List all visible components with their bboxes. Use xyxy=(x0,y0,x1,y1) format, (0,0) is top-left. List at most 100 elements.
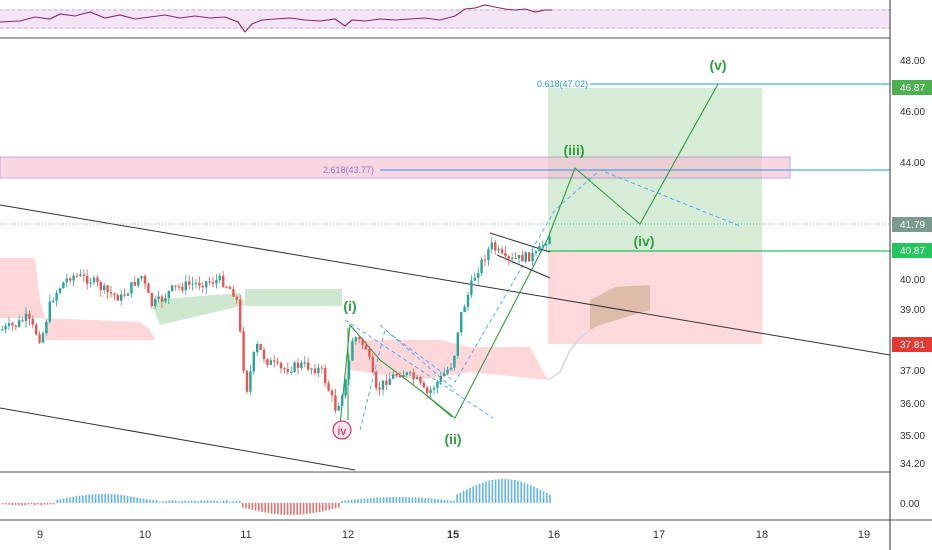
candle-body xyxy=(55,292,58,301)
price-badge xyxy=(892,80,932,95)
macd-bar xyxy=(238,501,241,503)
candle-body xyxy=(45,321,48,334)
candle-body xyxy=(140,276,143,279)
macd-bar xyxy=(462,490,465,503)
candle-body xyxy=(429,389,432,393)
candle-body xyxy=(79,274,82,276)
candle-body xyxy=(494,242,497,251)
macd-bar xyxy=(382,497,385,503)
candle-body xyxy=(375,372,378,388)
candle-body xyxy=(358,337,361,340)
candle-body xyxy=(123,294,126,296)
candle-body xyxy=(398,375,402,378)
macd-bar xyxy=(395,497,398,503)
candle-body xyxy=(72,275,75,281)
candle-body xyxy=(310,368,313,370)
candle-body xyxy=(198,282,201,286)
macd-bar xyxy=(18,503,20,506)
macd-bar xyxy=(389,497,391,503)
candle-body xyxy=(242,331,245,371)
macd-bar xyxy=(267,503,270,514)
candle-body xyxy=(109,291,113,294)
macd-bar xyxy=(526,483,529,503)
macd-bar xyxy=(8,503,10,505)
macd-bar xyxy=(171,500,174,503)
macd-bar xyxy=(472,486,474,503)
macd-bar xyxy=(178,501,180,503)
macd-bar xyxy=(363,498,366,503)
candle-body xyxy=(524,252,527,262)
macd-bar xyxy=(72,496,74,503)
candle-body xyxy=(286,369,289,373)
macd-bar xyxy=(50,503,52,505)
candle-body xyxy=(218,275,221,281)
candle-body xyxy=(426,387,429,393)
wedge-line xyxy=(496,254,551,279)
macd-bar xyxy=(11,503,14,506)
macd-bar xyxy=(530,485,532,503)
candle-body xyxy=(317,367,320,374)
candle-body xyxy=(517,254,521,259)
candle-body xyxy=(460,312,463,333)
candle-body xyxy=(201,285,204,288)
candle-body xyxy=(194,282,198,284)
candle-body xyxy=(249,371,252,392)
fib-label: 2.618(43.77) xyxy=(323,165,374,175)
candle-body xyxy=(303,362,306,364)
macd-bar xyxy=(165,501,167,503)
macd-bar xyxy=(366,498,369,503)
macd-bar xyxy=(536,488,538,503)
candle-body xyxy=(364,345,368,350)
candle-body xyxy=(296,362,300,369)
macd-bar xyxy=(190,500,193,503)
macd-bar xyxy=(405,497,407,503)
macd-bar xyxy=(110,494,113,503)
macd-bar xyxy=(69,497,71,503)
macd-bar xyxy=(491,480,494,503)
time-label: 12 xyxy=(342,529,354,541)
candle-body xyxy=(511,257,514,259)
macd-bar xyxy=(302,503,305,515)
candle-body xyxy=(133,282,136,286)
candle-body xyxy=(487,249,490,261)
candle-body xyxy=(188,281,191,285)
macd-bar xyxy=(360,498,362,503)
macd-bar xyxy=(59,499,62,503)
candle-body xyxy=(38,334,41,343)
macd-bar xyxy=(264,503,266,513)
lower-channel-line xyxy=(0,407,356,471)
macd-bar xyxy=(443,499,446,503)
time-label: 17 xyxy=(653,529,665,541)
candle-body xyxy=(477,273,480,278)
macd-bar xyxy=(226,500,228,503)
candle-body xyxy=(205,281,208,288)
macd-bar xyxy=(376,497,378,503)
candle-body xyxy=(483,259,487,261)
candle-body xyxy=(300,362,303,369)
macd-bar xyxy=(485,481,487,503)
macd-bar xyxy=(277,503,279,515)
macd-bar xyxy=(34,503,36,506)
candle-body xyxy=(273,360,276,362)
candle-body xyxy=(361,339,364,346)
candle-body xyxy=(521,254,524,262)
macd-bar xyxy=(507,479,510,503)
macd-bar xyxy=(162,501,164,503)
candle-body xyxy=(239,299,242,332)
upper-channel-line xyxy=(0,204,891,356)
macd-bar xyxy=(296,503,298,515)
macd-bar xyxy=(293,503,295,515)
macd-bar xyxy=(315,503,318,513)
macd-bar xyxy=(325,503,327,511)
time-label: 19 xyxy=(858,529,870,541)
candle-body xyxy=(103,285,106,291)
candle-body xyxy=(456,332,459,356)
candle-body xyxy=(371,357,374,373)
macd-bar xyxy=(46,503,49,505)
candle-body xyxy=(150,292,153,306)
candle-body xyxy=(208,281,211,283)
price-badge xyxy=(892,243,932,258)
macd-bar xyxy=(139,497,142,503)
candle-body xyxy=(351,341,354,361)
